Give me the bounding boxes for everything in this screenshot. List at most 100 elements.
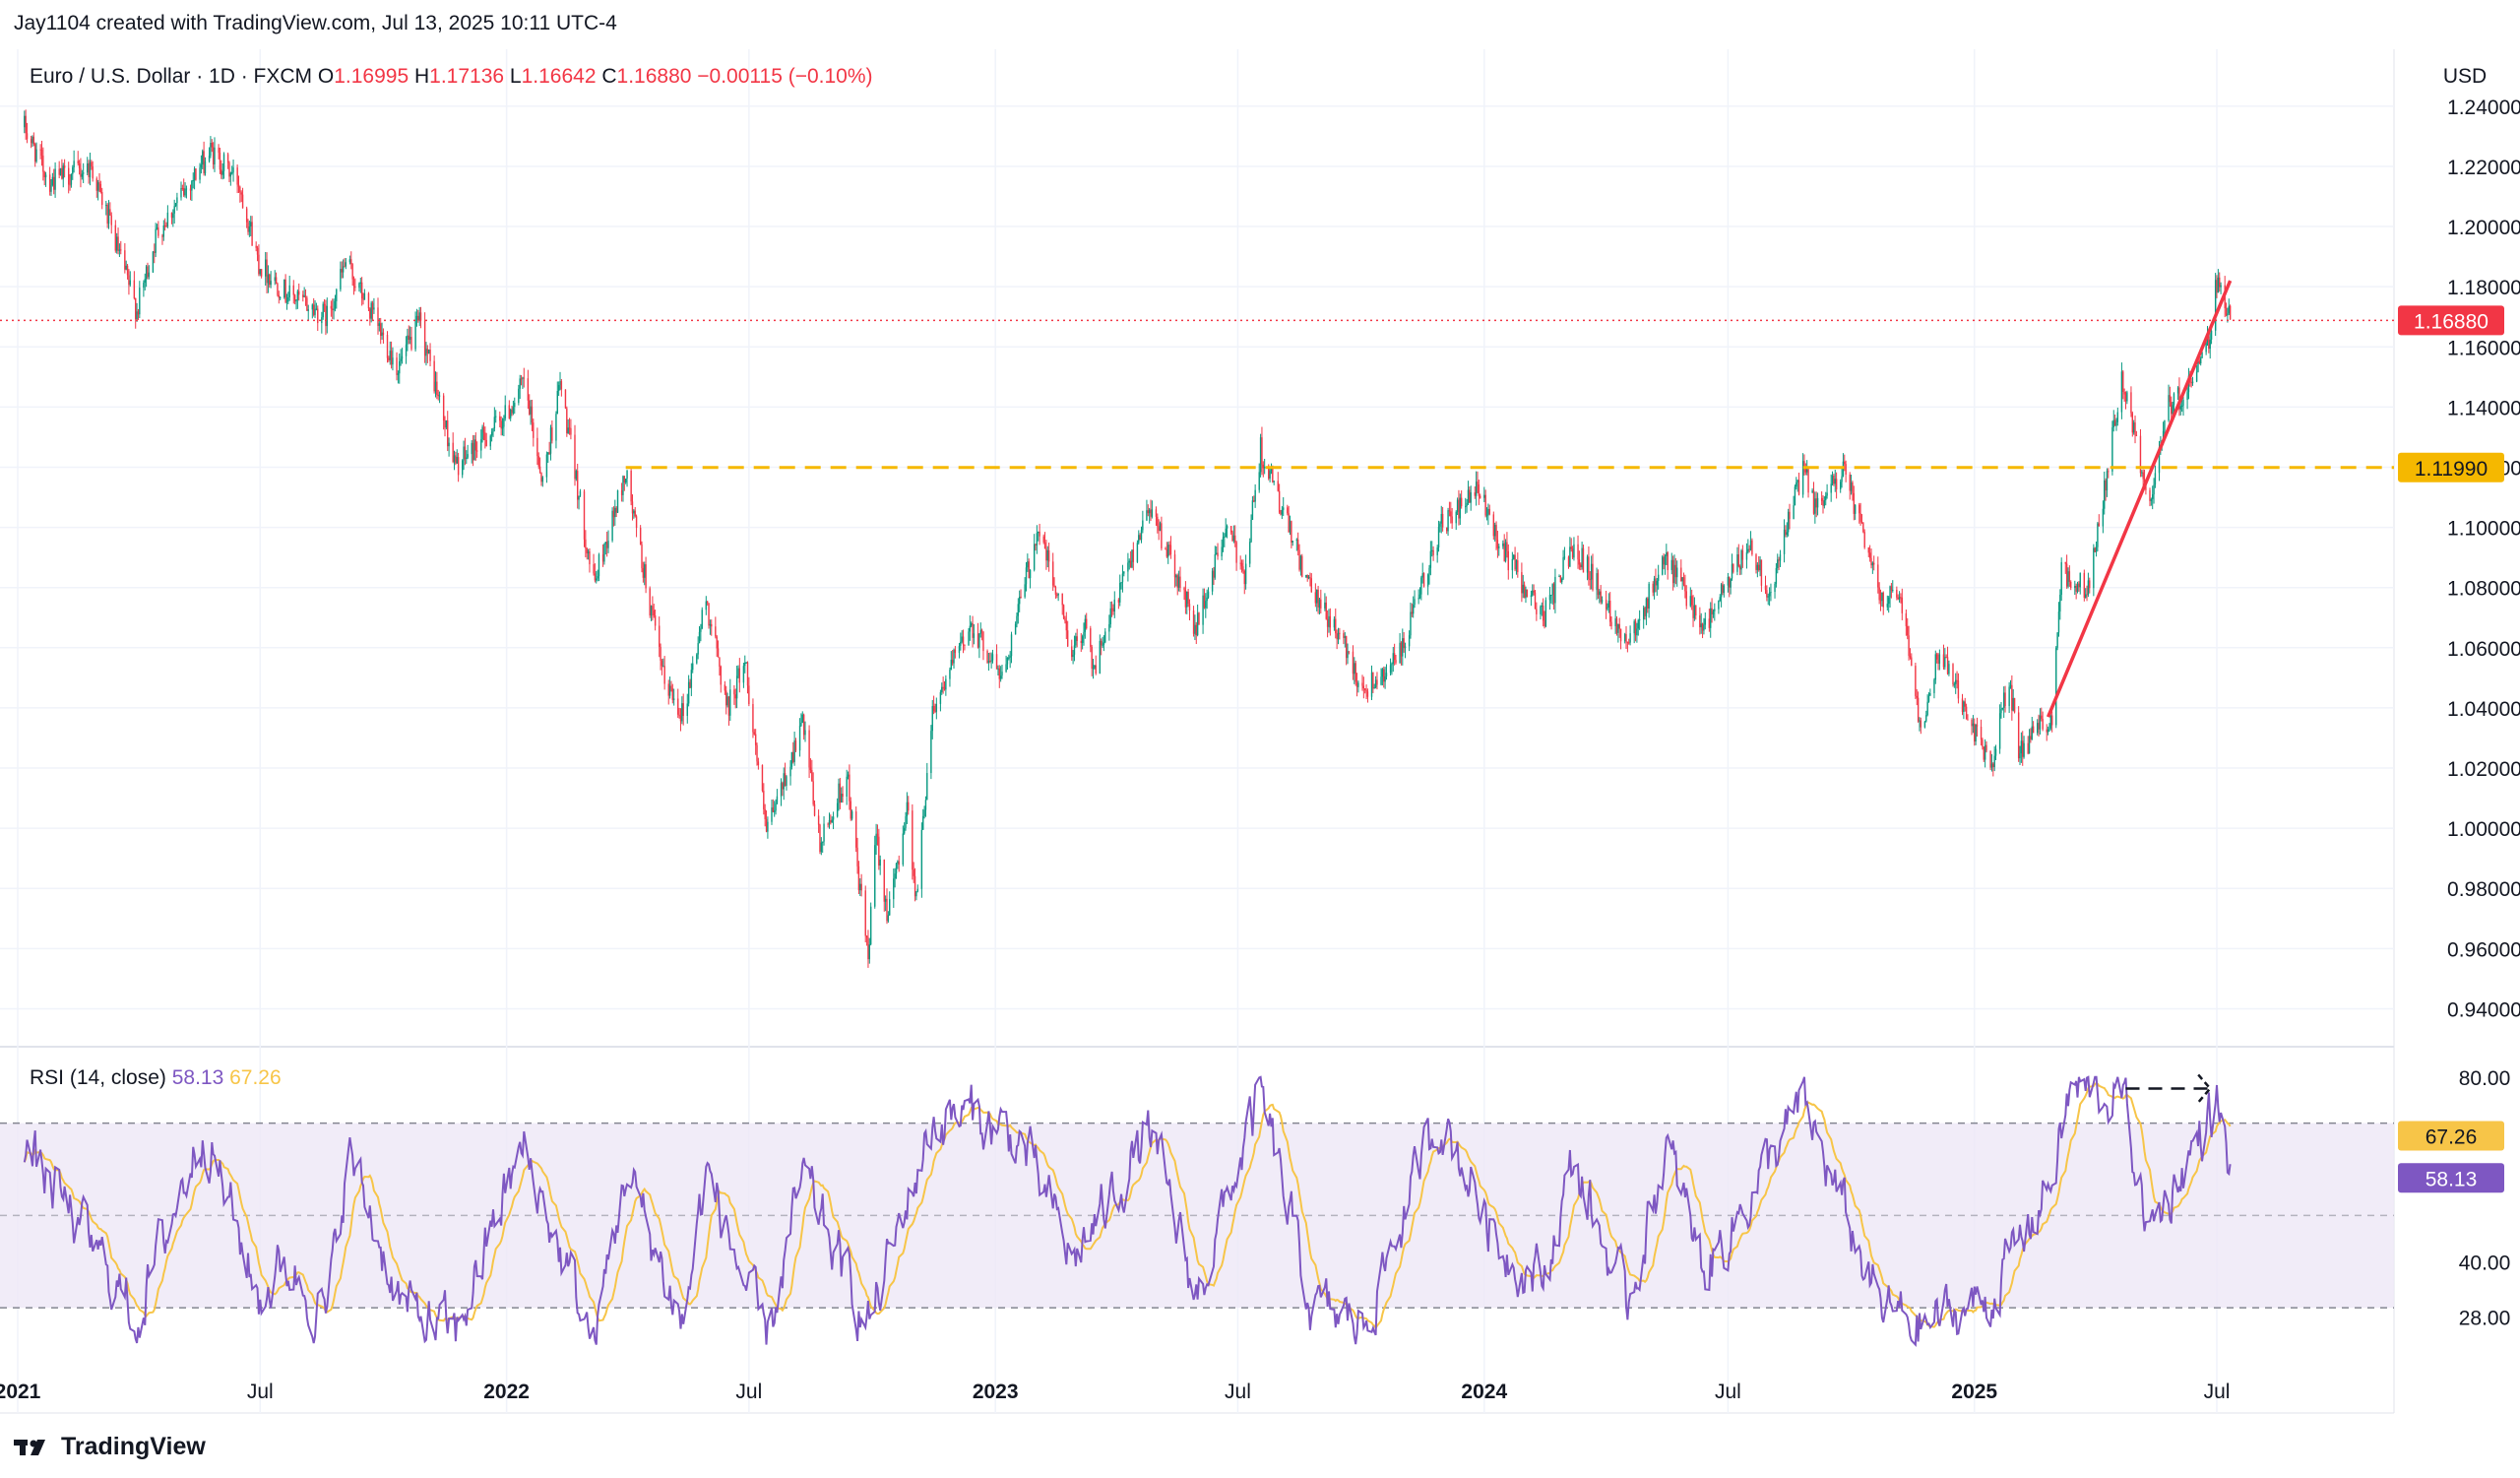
candle-body: [1561, 578, 1563, 583]
candle: [481, 424, 483, 443]
candle: [1316, 589, 1318, 611]
candle: [117, 227, 119, 255]
candle: [106, 203, 108, 228]
candles-group: [24, 109, 2232, 968]
candle-body: [831, 819, 833, 823]
candle: [653, 604, 655, 618]
candle: [360, 277, 363, 306]
candle: [2199, 355, 2202, 366]
candle-body: [689, 681, 691, 688]
time-tick-label: Jul: [2204, 1381, 2231, 1403]
candle: [1892, 580, 1894, 593]
candle: [672, 688, 675, 706]
candle: [530, 400, 532, 425]
candle: [1273, 480, 1275, 485]
candle-body: [1432, 549, 1434, 555]
candle-body: [2191, 381, 2194, 384]
candle-body: [1119, 582, 1121, 603]
candle: [700, 623, 702, 642]
candle: [1690, 589, 1693, 610]
candle-body: [690, 670, 693, 688]
candle-body: [767, 821, 769, 832]
candle: [1317, 585, 1319, 614]
candle: [2209, 331, 2211, 359]
candle-body: [1592, 563, 1594, 591]
candle: [696, 653, 698, 665]
candle-body: [58, 168, 60, 175]
candle: [98, 172, 100, 193]
candle: [1911, 653, 1913, 667]
candle: [729, 678, 731, 722]
candle-body: [1774, 583, 1776, 593]
candle-body: [898, 861, 900, 866]
candle: [752, 698, 754, 739]
candle: [1653, 575, 1656, 600]
candle-body: [612, 510, 615, 518]
candle: [214, 137, 216, 172]
candle-body: [1175, 575, 1177, 578]
candle: [444, 416, 446, 437]
candle: [2191, 376, 2194, 386]
candle: [1018, 590, 1021, 612]
candle-body: [50, 185, 52, 192]
candle: [1755, 552, 1757, 574]
candle: [1807, 467, 1809, 498]
candle-body: [419, 312, 422, 321]
candle-body: [1805, 469, 1808, 473]
candle-body: [1001, 672, 1003, 676]
candle-body: [43, 171, 45, 178]
candle: [222, 152, 225, 179]
candle: [1917, 691, 1920, 723]
candle-body: [1542, 606, 1544, 621]
candle-body: [776, 796, 779, 803]
candle: [1385, 664, 1388, 680]
candle: [1380, 668, 1382, 686]
candle-body: [312, 304, 315, 315]
candle-body: [823, 823, 825, 842]
candle: [1493, 522, 1496, 543]
candle-body: [842, 794, 844, 797]
candle: [1402, 628, 1404, 666]
price-tick-label: 1.14000: [2447, 397, 2520, 419]
candle: [2030, 728, 2032, 743]
candle: [809, 758, 812, 774]
candle: [191, 179, 193, 202]
candle-body: [1859, 513, 1861, 522]
candle: [1967, 714, 1969, 721]
candle-body: [987, 661, 990, 663]
candle-body: [801, 714, 803, 723]
candle: [354, 278, 356, 291]
candle-body: [1998, 713, 2001, 749]
candle-body: [1925, 715, 1927, 722]
candle: [369, 307, 371, 326]
candle: [475, 441, 478, 458]
candle-body: [1764, 585, 1767, 591]
candle: [1373, 683, 1375, 689]
candle-body: [568, 427, 571, 429]
candle: [686, 693, 688, 724]
candle: [1139, 533, 1141, 541]
candle: [1352, 645, 1354, 680]
candle-body: [2057, 611, 2060, 633]
candle-body: [980, 629, 983, 632]
candle-body: [771, 807, 773, 822]
candle-body: [1186, 591, 1188, 608]
candle-body: [1057, 593, 1059, 596]
candle-body: [415, 315, 418, 321]
candle: [951, 649, 954, 666]
candle: [2032, 721, 2035, 734]
candle-body: [1822, 500, 1824, 506]
candle: [827, 822, 829, 828]
candle-body: [1681, 577, 1683, 582]
candle: [433, 355, 435, 394]
candle: [1588, 546, 1590, 586]
candle-body: [830, 820, 832, 823]
candle-body: [681, 703, 683, 722]
candle-body: [1873, 562, 1875, 565]
candle-body: [802, 714, 805, 736]
candle-body: [1812, 490, 1815, 514]
candle: [303, 287, 305, 297]
candle-body: [1653, 578, 1656, 593]
candle: [906, 792, 909, 824]
candle-body: [1935, 654, 1938, 660]
